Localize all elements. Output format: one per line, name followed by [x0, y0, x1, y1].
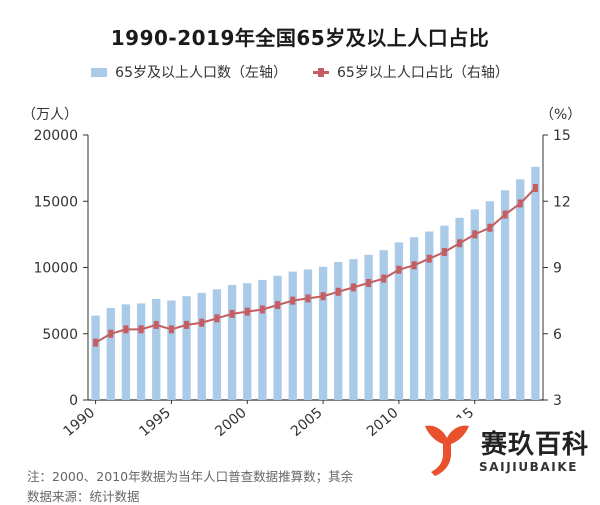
watermark-pinyin: SAIJIUBAIKE — [479, 460, 579, 474]
ratio-point — [426, 254, 432, 263]
ratio-point — [93, 338, 99, 347]
ratio-point — [290, 296, 296, 305]
bar — [500, 190, 510, 400]
ratio-point — [502, 210, 508, 219]
ratio-point — [381, 274, 387, 283]
ratio-point — [517, 199, 523, 208]
bar — [288, 271, 297, 400]
ratio-point — [123, 325, 129, 334]
bar — [167, 300, 176, 400]
bar — [485, 201, 495, 400]
bar — [379, 250, 388, 400]
legend-item-bar: 65岁及以上人口数（左轴） — [91, 62, 287, 82]
x-tick-label: 1990 — [61, 405, 99, 440]
whale-tail-logo-icon — [425, 425, 469, 476]
bar — [531, 166, 540, 400]
ratio-point — [366, 278, 372, 287]
bar — [455, 217, 464, 400]
legend-bar-swatch — [91, 67, 108, 77]
bar — [91, 315, 100, 400]
legend-bar-label: 65岁及以上人口数（左轴） — [115, 65, 287, 81]
legend-line-swatch — [313, 67, 329, 77]
ratio-point — [487, 223, 493, 232]
right-tick-label: 12 — [553, 194, 571, 210]
right-axis-unit: （%） — [540, 107, 582, 123]
watermark-name: 赛玖百科 — [481, 430, 590, 460]
bar — [394, 242, 404, 400]
right-tick-label: 6 — [553, 327, 562, 343]
bar — [182, 296, 191, 400]
bar — [364, 254, 373, 400]
ratio-line — [95, 187, 537, 344]
ratio-point — [153, 320, 159, 329]
left-tick-label: 10000 — [33, 261, 78, 277]
bar — [516, 179, 525, 400]
ratio-point — [244, 307, 250, 316]
ratio-point — [199, 318, 205, 327]
bar — [318, 266, 328, 400]
bar — [470, 209, 479, 400]
ratio-point — [441, 248, 447, 257]
bar — [349, 259, 358, 400]
x-tick-label: 2010 — [364, 405, 402, 440]
x-tick-label: 2000 — [212, 405, 250, 440]
chart-title: 1990-2019年全国65岁及以上人口占比 — [110, 26, 490, 50]
x-tick-label: 2005 — [288, 405, 326, 440]
right-tick-label: 9 — [553, 261, 562, 277]
ratio-point — [259, 305, 265, 314]
watermark-logo-block: 赛玖百科 SAIJIUBAIKE — [415, 418, 595, 486]
bar — [106, 308, 115, 400]
bar — [334, 261, 343, 400]
left-tick-label: 0 — [69, 393, 78, 409]
left-axis-unit: （万人） — [22, 107, 78, 123]
bar — [425, 231, 434, 400]
source-note: 数据来源：统计数据 — [27, 489, 140, 504]
legend-item-line: 65岁以上人口占比（右轴） — [313, 62, 509, 82]
bar — [136, 303, 146, 400]
x-tick-label: 1995 — [136, 405, 174, 440]
bar — [303, 269, 313, 400]
left-tick-label: 20000 — [33, 128, 78, 144]
ratio-point — [184, 320, 190, 329]
ratio-point — [108, 329, 114, 338]
legend: 65岁及以上人口数（左轴） 65岁以上人口占比（右轴） — [0, 62, 600, 82]
ratio-point — [320, 292, 326, 301]
ratio-point — [335, 287, 341, 296]
right-tick-label: 3 — [553, 393, 562, 409]
bar — [197, 292, 206, 400]
legend-line-label: 65岁以上人口占比（右轴） — [337, 65, 509, 81]
ratio-point — [457, 239, 463, 248]
bar — [227, 285, 237, 400]
ratio-point — [138, 325, 144, 334]
left-tick-label: 15000 — [33, 194, 78, 210]
ratio-point — [275, 301, 281, 310]
bar — [273, 275, 282, 400]
bar — [121, 304, 131, 400]
left-tick-label: 5000 — [42, 327, 78, 343]
ratio-point — [411, 261, 417, 270]
bar — [440, 225, 449, 400]
ratio-point — [214, 314, 220, 323]
bar — [258, 279, 267, 400]
footnote: 注：2000、2010年数据为当年人口普查数据推算数；其余 — [27, 469, 354, 484]
ratio-point — [168, 325, 174, 334]
ratio-point — [532, 184, 538, 192]
ratio-point — [229, 309, 235, 318]
ratio-point — [305, 294, 311, 303]
ratio-point — [472, 230, 478, 239]
bar — [243, 283, 252, 400]
bar — [409, 237, 419, 400]
bar — [212, 289, 222, 400]
chart-svg: 0 5000 10000 15000 20000 3 6 9 12 15 1990 1995 2000 2… — [33, 128, 571, 440]
ratio-point — [396, 265, 402, 274]
right-tick-label: 15 — [553, 128, 571, 144]
ratio-point — [350, 283, 356, 292]
bar — [152, 299, 161, 400]
